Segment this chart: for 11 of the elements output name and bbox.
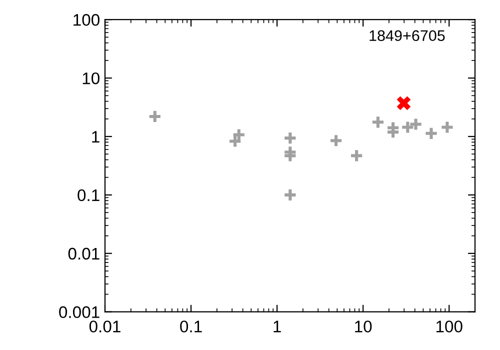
y-tick-label: 100 [74,14,100,26]
y-tick-label: 1 [92,131,100,143]
x-tick-label: 100 [436,320,462,332]
y-tick-label: 0.1 [78,189,100,202]
x-tick-label: 10 [355,320,372,332]
x-tick-label: 1 [274,320,281,332]
annotation: 1849+6705 [370,30,445,42]
y-tick-label: 0.01 [68,248,100,260]
x-tick-label: 0.1 [180,320,202,332]
y-tick-label: 0.001 [59,306,100,318]
y-tick-label: 10 [82,72,100,84]
